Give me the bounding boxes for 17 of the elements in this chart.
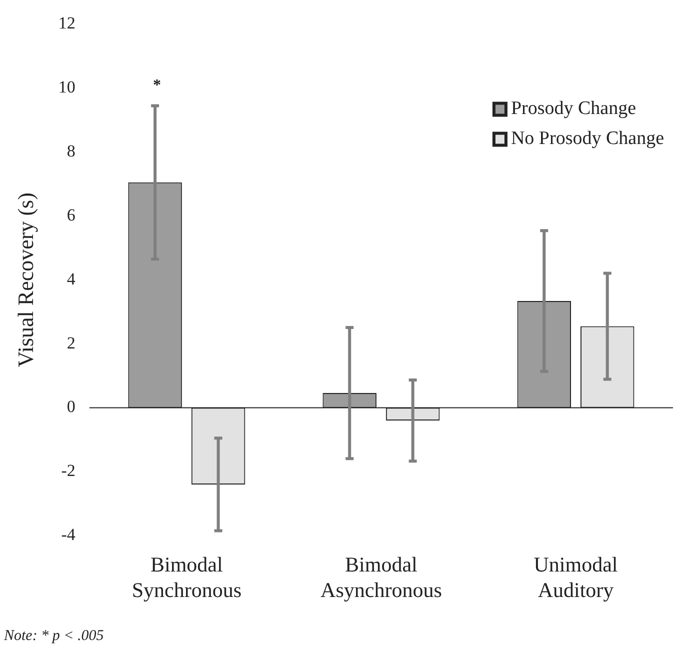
text: Note: * p < .005	[4, 628, 104, 645]
y-tick-label: -4	[61, 525, 76, 544]
y-tick-label: 4	[66, 269, 76, 288]
x-tick-label: Bimodal Asynchronous	[320, 552, 442, 602]
y-tick-label: 8	[66, 142, 76, 161]
x-tick-label: Bimodal Synchronous	[132, 552, 242, 602]
y-tick-label: 2	[66, 333, 76, 352]
y-tick-label: 6	[66, 205, 76, 224]
y-tick-label: 10	[58, 78, 76, 97]
y-axis-title: Visual Recovery (s)	[12, 192, 38, 368]
y-tick-label: 0	[66, 397, 76, 416]
y-tick-label: -2	[61, 461, 76, 480]
y-tick-label: 12	[58, 14, 76, 33]
x-tick-label: Unimodal Auditory	[534, 552, 618, 602]
legend-label: No Prosody Change	[510, 128, 664, 150]
annotation: *	[153, 76, 162, 94]
legend-label: Prosody Change	[510, 98, 636, 120]
